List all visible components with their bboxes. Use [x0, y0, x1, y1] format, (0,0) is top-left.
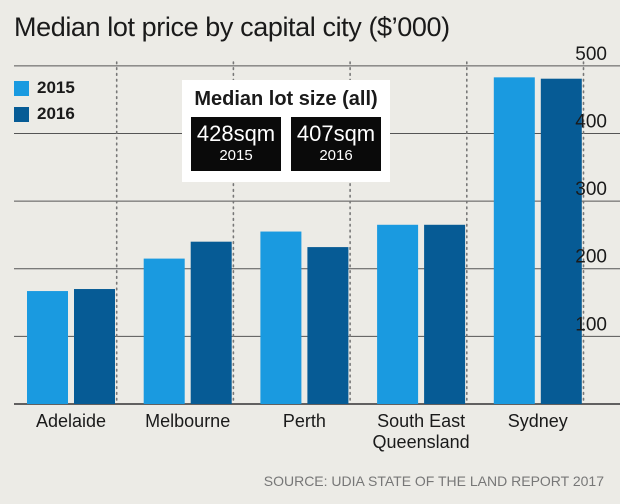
bar-south-east-queensland-2015 [377, 224, 419, 404]
bar-perth-2015 [260, 231, 302, 404]
bars [27, 77, 582, 404]
y-tick-label-400: 400 [575, 111, 607, 132]
median-lot-size-cards: 428sqm 2015 407sqm 2016 [182, 114, 390, 171]
legend-item-2016: 2016 [14, 102, 75, 126]
bar-south-east-queensland-2016 [424, 224, 466, 404]
category-label-melbourne: Melbourne [145, 411, 230, 431]
lot-size-card-2016: 407sqm 2016 [291, 117, 381, 171]
bar-sydney-2016 [540, 78, 582, 404]
median-lot-size-title: Median lot size (all) [194, 88, 378, 110]
bar-melbourne-2016 [190, 241, 232, 404]
category-label-perth: Perth [283, 411, 326, 431]
legend-label-2015: 2015 [37, 78, 75, 97]
median-lot-size-box: Median lot size (all) 428sqm 2015 407sqm… [182, 80, 390, 182]
chart-title: Median lot price by capital city ($’000) [14, 12, 450, 42]
y-tick-label-300: 300 [575, 179, 607, 200]
category-label-south-east-queensland: South East Queensland [373, 411, 470, 452]
legend-label-2016: 2016 [37, 104, 75, 123]
lot-size-value-2015: 428sqm [196, 121, 276, 146]
lot-size-value-2016: 407sqm [296, 121, 376, 146]
category-labels: Adelaide Melbourne Perth South East Queensla… [36, 411, 568, 452]
legend: 2015 2016 [14, 76, 75, 128]
bar-sydney-2015 [493, 77, 535, 404]
category-label-adelaide: Adelaide [36, 411, 106, 431]
legend-swatch-2015 [14, 80, 29, 96]
bar-melbourne-2015 [143, 258, 185, 404]
y-axis-ticks: 100 200 300 400 500 [575, 44, 607, 336]
source-note: SOURCE: UDIA STATE OF THE LAND REPORT 20… [263, 473, 604, 489]
category-label-sydney: Sydney [508, 411, 568, 431]
bar-adelaide-2015 [27, 291, 68, 404]
y-tick-label-200: 200 [575, 247, 607, 268]
y-tick-label-500: 500 [575, 44, 607, 65]
legend-item-2015: 2015 [14, 76, 75, 100]
y-tick-label-100: 100 [575, 314, 607, 335]
bar-perth-2016 [307, 247, 349, 404]
lot-size-year-2016: 2016 [319, 147, 353, 164]
legend-swatch-2016 [14, 106, 29, 122]
lot-size-card-2015: 428sqm 2015 [191, 117, 281, 171]
bar-adelaide-2016 [74, 289, 115, 404]
lot-size-year-2015: 2015 [219, 147, 253, 164]
